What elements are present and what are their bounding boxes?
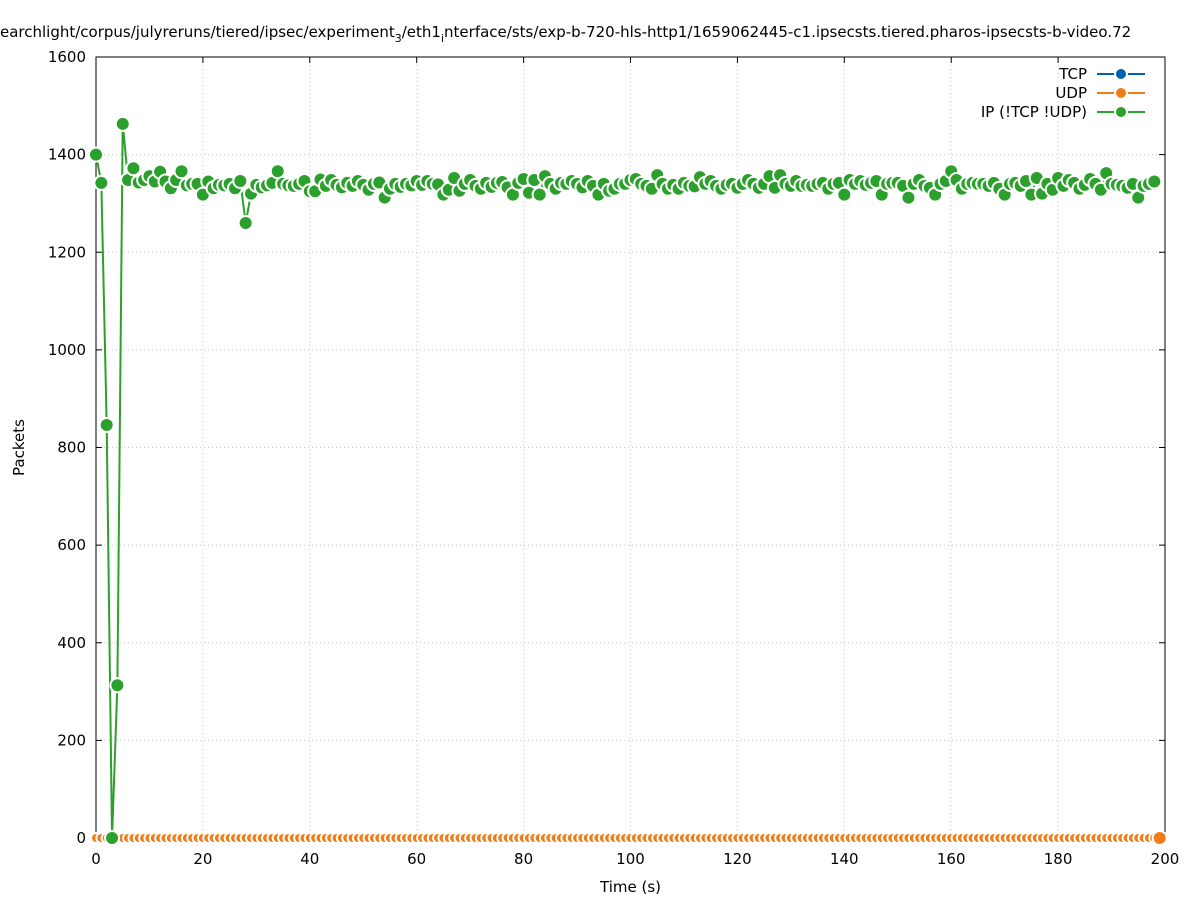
y-tick-label: 1000 bbox=[48, 341, 86, 359]
x-tick-label: 160 bbox=[937, 850, 966, 868]
y-tick-label: 0 bbox=[76, 829, 86, 847]
x-tick-label: 100 bbox=[616, 850, 645, 868]
x-tick-label: 180 bbox=[1044, 850, 1073, 868]
ip-point bbox=[1146, 173, 1163, 190]
ip-point bbox=[232, 172, 249, 189]
ip-point bbox=[531, 186, 548, 203]
y-tick-label: 1600 bbox=[48, 48, 86, 66]
x-tick-label: 60 bbox=[407, 850, 426, 868]
legend-item-ip: IP (!TCP !UDP) bbox=[981, 103, 1145, 121]
legend-label: UDP bbox=[1055, 84, 1087, 102]
x-tick-label: 200 bbox=[1151, 850, 1180, 868]
ip-point bbox=[104, 830, 121, 846]
udp-series bbox=[90, 830, 1168, 846]
ip-line bbox=[95, 123, 1155, 839]
y-tick-label: 400 bbox=[57, 634, 86, 652]
legend-marker-swatch bbox=[1114, 105, 1128, 119]
x-tick-label: 80 bbox=[514, 850, 533, 868]
series-layer bbox=[88, 115, 1168, 846]
ip-point bbox=[114, 115, 131, 132]
y-tick-label: 600 bbox=[57, 536, 86, 554]
ip-point bbox=[237, 214, 254, 231]
legend-item-tcp: TCP bbox=[1058, 65, 1145, 83]
ip-point bbox=[173, 163, 190, 180]
y-axis-tick-labels: 0 200 400 600 800 1000 1200 1400 1600 bbox=[48, 48, 86, 847]
ip-point bbox=[125, 160, 142, 177]
legend-label: TCP bbox=[1058, 65, 1087, 83]
y-tick-label: 1400 bbox=[48, 146, 86, 164]
x-axis-label: Time (s) bbox=[599, 878, 661, 896]
ip-point bbox=[93, 174, 110, 191]
chart-title: earchlight/corpus/julyreruns/tiered/ipse… bbox=[0, 23, 1131, 45]
x-tick-label: 40 bbox=[300, 850, 319, 868]
ip-point bbox=[88, 146, 104, 163]
y-tick-label: 800 bbox=[57, 439, 86, 457]
ip-point bbox=[900, 189, 917, 206]
y-axis-label: Packets bbox=[10, 419, 28, 476]
legend-marker-swatch bbox=[1114, 67, 1128, 81]
x-tick-label: 120 bbox=[723, 850, 752, 868]
legend-item-udp: UDP bbox=[1055, 84, 1145, 102]
ip-point bbox=[836, 186, 853, 203]
x-axis-tick-labels: 0 20 40 60 80 100 120 140 160 180 200 bbox=[91, 850, 1179, 868]
legend-marker-swatch bbox=[1114, 86, 1128, 100]
y-tick-label: 1200 bbox=[48, 243, 86, 261]
legend-label: IP (!TCP !UDP) bbox=[981, 103, 1087, 121]
x-tick-label: 140 bbox=[830, 850, 859, 868]
ip-point bbox=[109, 677, 126, 694]
x-tick-label: 20 bbox=[193, 850, 212, 868]
x-tick-label: 0 bbox=[91, 850, 101, 868]
y-tick-label: 200 bbox=[57, 731, 86, 749]
ip-series bbox=[88, 115, 1163, 846]
udp-point bbox=[1151, 830, 1168, 846]
ip-point bbox=[98, 417, 115, 434]
